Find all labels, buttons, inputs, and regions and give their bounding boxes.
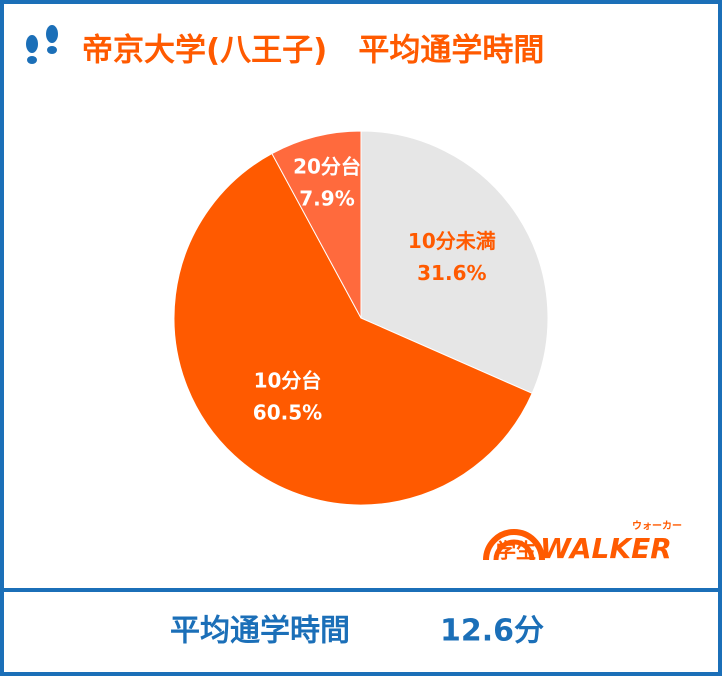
logo-kana: ウォーカー — [632, 520, 682, 532]
pie-slice — [360, 130, 549, 395]
logo-kanji: 学生 — [496, 539, 536, 563]
pie-slice — [173, 152, 533, 506]
logo: 学生 WALKER ウォーカー — [483, 520, 682, 565]
slice-category: 10分未満 — [408, 229, 496, 253]
slice-value-label: 31.6% — [417, 261, 486, 285]
slice-value-label: 7.9% — [299, 186, 354, 210]
slice-category: 10分台 — [254, 368, 322, 392]
slice-value-label: 60.5% — [253, 400, 322, 424]
footprint-icon — [26, 25, 58, 64]
footer-value: 12.6分 — [440, 614, 544, 649]
chart-title: 帝京大学(八王子) 平均通学時間 — [82, 33, 544, 69]
slice-category: 20分台 — [293, 154, 361, 178]
footer-label: 平均通学時間 — [170, 614, 350, 649]
logo-latin: WALKER — [540, 532, 672, 565]
pie-slice — [271, 130, 362, 319]
